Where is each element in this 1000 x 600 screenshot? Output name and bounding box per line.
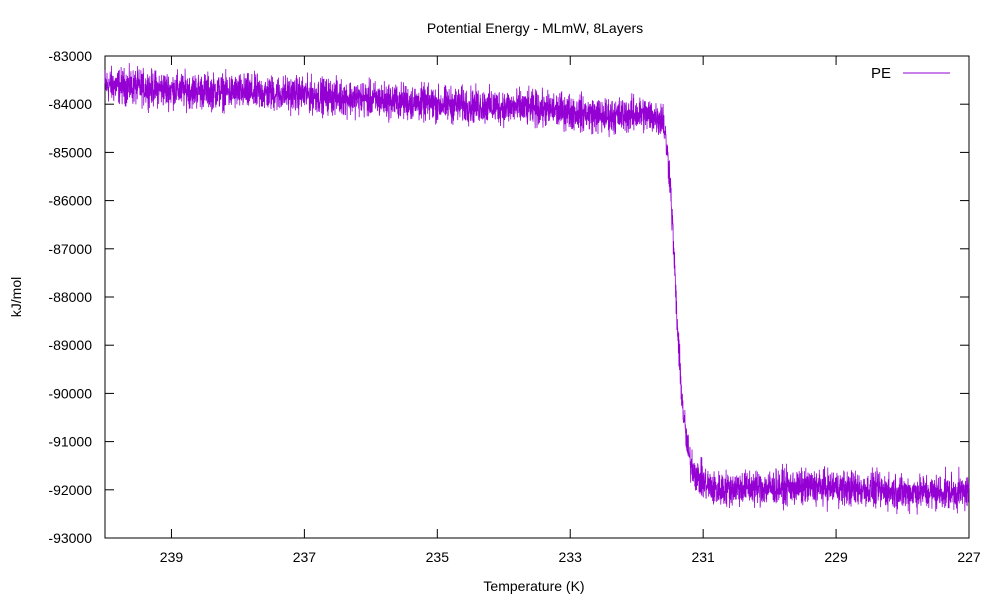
x-axis-ticks: 239 237 235 233 231 229 227 bbox=[160, 56, 981, 565]
x-tick-label: 233 bbox=[559, 549, 583, 565]
series-line-pe bbox=[104, 63, 970, 515]
y-tick-label: -89000 bbox=[48, 337, 92, 353]
y-axis-ticks: -83000 -84000 -85000 -86000 -87000 -88000 -890… bbox=[48, 48, 969, 546]
y-tick-label: -93000 bbox=[48, 530, 92, 546]
x-tick-label: 239 bbox=[160, 549, 184, 565]
x-tick-label: 237 bbox=[293, 549, 317, 565]
y-tick-label: -84000 bbox=[48, 96, 92, 112]
y-tick-label: -87000 bbox=[48, 241, 92, 257]
chart-title: Potential Energy - MLmW, 8Layers bbox=[427, 20, 643, 36]
plot-frame bbox=[104, 55, 970, 539]
x-tick-label: 227 bbox=[957, 549, 981, 565]
y-tick-label: -85000 bbox=[48, 144, 92, 160]
x-tick-label: 235 bbox=[426, 549, 450, 565]
x-tick-label: 229 bbox=[824, 549, 848, 565]
y-axis-label: kJ/mol bbox=[8, 277, 24, 317]
y-tick-label: -90000 bbox=[48, 385, 92, 401]
y-tick-label: -92000 bbox=[48, 482, 92, 498]
legend: PE bbox=[871, 65, 950, 82]
y-tick-label: -86000 bbox=[48, 193, 92, 209]
y-tick-label: -88000 bbox=[48, 289, 92, 305]
plot-border bbox=[104, 55, 970, 539]
series-layer bbox=[104, 63, 970, 515]
x-axis-label: Temperature (K) bbox=[483, 578, 584, 594]
y-tick-label: -91000 bbox=[48, 434, 92, 450]
y-tick-label: -83000 bbox=[48, 48, 92, 64]
legend-label-pe: PE bbox=[871, 65, 891, 82]
x-tick-label: 231 bbox=[691, 549, 715, 565]
